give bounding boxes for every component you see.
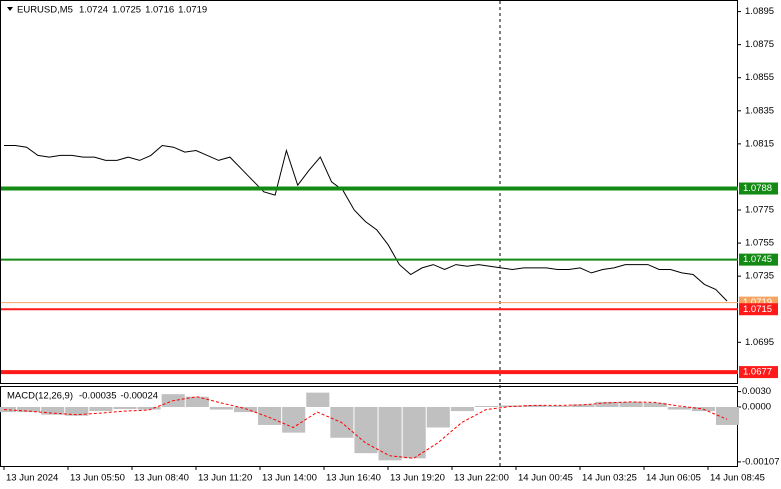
main-frame	[0, 0, 738, 384]
chart-title: MACD(12,26,9)	[7, 391, 73, 402]
macd-bar	[258, 406, 282, 425]
x-tick-label: 13 Jun 16:40	[326, 473, 381, 484]
y-tick-label: 1.0695	[745, 337, 774, 348]
x-tick-label: 14 Jun 03:25	[582, 473, 637, 484]
macd-bar	[378, 406, 402, 461]
x-tick-label: 13 Jun 19:20	[390, 473, 445, 484]
level-label: 1.0715	[743, 304, 772, 315]
y-tick-label: 1.0895	[745, 6, 774, 17]
macd-bar	[0, 406, 17, 413]
macd-bar	[571, 404, 595, 407]
macd-bar	[667, 406, 691, 410]
macd-bar	[523, 404, 547, 407]
x-tick-label: 13 Jun 11:20	[198, 473, 252, 484]
y-tick-label: 0.0030	[742, 386, 771, 397]
y-tick-label: 1.0835	[745, 105, 774, 116]
level-label: 1.0719	[743, 297, 772, 308]
y-tick-label: 0.0000	[742, 402, 771, 413]
macd-bar	[715, 406, 740, 425]
quote-value: -0.00035	[79, 391, 117, 402]
macd-bar	[185, 396, 209, 407]
level-label: 1.0677	[743, 367, 772, 378]
y-tick-label: 1.0735	[745, 271, 774, 282]
x-tick-label: 13 Jun 22:00	[454, 473, 509, 484]
macd-bar	[354, 406, 378, 454]
quote-value: -0.00024	[121, 391, 159, 402]
signal-line	[3, 396, 728, 459]
macd-bar	[41, 406, 65, 415]
macd-bar	[137, 406, 161, 410]
level-label-box	[739, 182, 778, 195]
x-tick-label: 13 Jun 14:00	[262, 473, 317, 484]
macd-bar	[89, 406, 113, 412]
y-tick-label: 1.0875	[745, 39, 774, 50]
macd-bar	[65, 406, 89, 416]
macd-bar	[450, 406, 474, 412]
macd-bar	[113, 406, 137, 410]
macd-bar	[619, 401, 643, 407]
level-label-box	[739, 303, 778, 316]
level-label-box	[739, 366, 778, 379]
level-label: 1.0788	[743, 183, 772, 194]
x-tick-label: 13 Jun 05:50	[70, 473, 125, 484]
x-tick-label: 14 Jun 06:05	[646, 473, 701, 484]
quote-value: 1.0716	[145, 5, 174, 16]
macd-bar	[17, 406, 41, 413]
y-tick-label: 1.0755	[745, 238, 774, 249]
x-tick-label: 13 Jun 08:40	[134, 473, 189, 484]
y-tick-label: 1.0775	[745, 205, 774, 216]
x-tick-label: 14 Jun 08:45	[710, 473, 765, 484]
macd-bar	[643, 402, 667, 407]
x-tick-label: 14 Jun 00:45	[518, 473, 573, 484]
macd-bar	[402, 406, 426, 459]
quote-value: 1.0724	[79, 5, 108, 16]
y-tick-label: 1.0815	[745, 138, 774, 149]
macd-bar	[474, 405, 499, 407]
y-tick-label: -0.00107	[742, 456, 780, 467]
level-label: 1.0745	[743, 254, 772, 265]
level-label-box	[739, 253, 778, 266]
macd-bar	[595, 401, 619, 407]
macd-bar	[306, 392, 330, 407]
x-tick-label: 13 Jun 2024	[6, 473, 58, 484]
price-line	[4, 144, 728, 302]
quote-value: 1.0725	[112, 5, 141, 16]
y-tick-label: 1.0855	[745, 72, 774, 83]
macd-frame	[0, 386, 738, 467]
symbol-arrow	[7, 7, 13, 11]
macd-bar	[209, 406, 233, 410]
macd-bar	[547, 405, 571, 407]
macd-bar	[233, 406, 258, 413]
chart-title: EURUSD,M5	[17, 5, 73, 16]
macd-bar	[282, 406, 306, 433]
quote-value: 1.0719	[178, 5, 207, 16]
macd-bar	[426, 406, 450, 428]
